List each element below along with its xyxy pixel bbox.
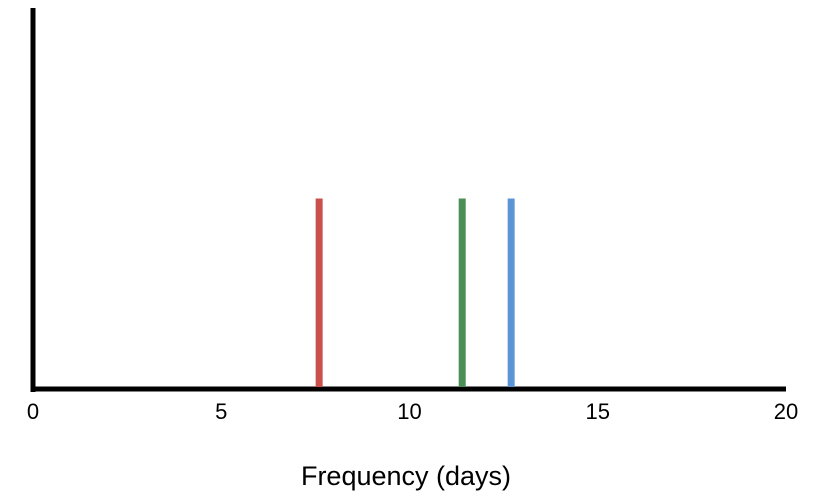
spikes-group xyxy=(315,198,515,387)
x-axis-title: Frequency (days) xyxy=(301,461,511,491)
x-tick-label: 10 xyxy=(397,399,421,424)
x-tick-label: 20 xyxy=(774,399,798,424)
x-tick-labels: 0 5 10 15 20 xyxy=(27,399,798,424)
x-tick-label: 5 xyxy=(215,399,227,424)
x-tick-label: 0 xyxy=(27,399,39,424)
x-tick-label: 15 xyxy=(586,399,610,424)
